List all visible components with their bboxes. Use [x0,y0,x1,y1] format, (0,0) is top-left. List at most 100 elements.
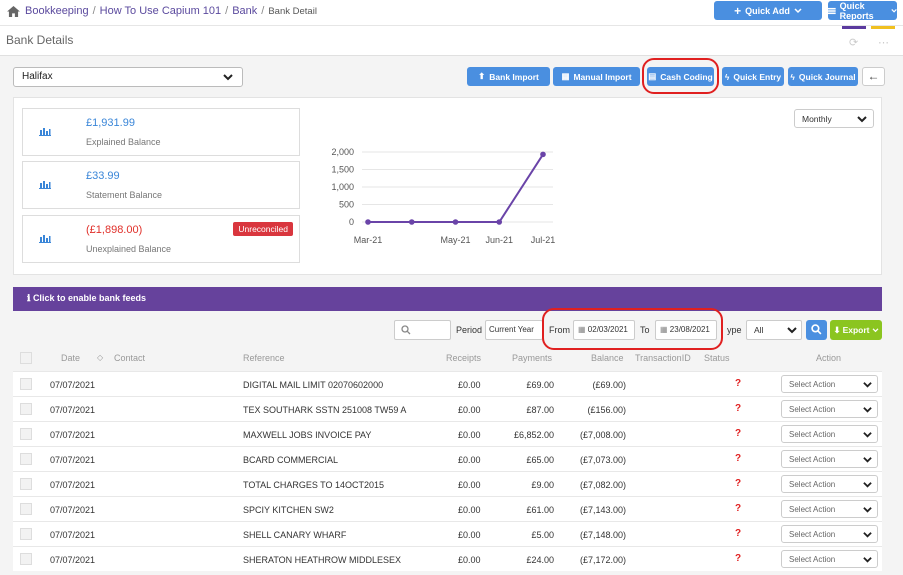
chevron-down-icon [891,8,897,13]
quick-add-button[interactable]: + Quick Add [714,1,822,20]
row-action-select[interactable]: Select Action [781,450,878,468]
statement-balance-label: Statement Balance [86,190,163,200]
search-button[interactable] [806,320,827,340]
table-row[interactable]: 07/07/2021 MAXWELL JOBS INVOICE PAY £0.00 £… [13,421,882,446]
table-row[interactable]: 07/07/2021 SHERATON HEATHROW MIDDLESEX £0.… [13,546,882,571]
search-input[interactable] [394,320,451,340]
period-granularity-select[interactable]: Monthly [794,109,874,128]
x-tick-label: Mar-21 [354,235,383,245]
row-receipts: £0.00 [458,430,481,440]
x-tick-label: Jun-21 [485,235,513,245]
export-label: Export [842,325,870,335]
breadcrumb-how-to-use[interactable]: How To Use Capium 101 [99,5,222,17]
row-date: 07/07/2021 [50,380,96,390]
table-row[interactable]: 07/07/2021 SHELL CANARY WHARF £0.00 £5.00 (£… [13,521,882,546]
breadcrumb-bank[interactable]: Bank [232,5,258,17]
row-checkbox[interactable] [20,528,32,540]
row-action-select[interactable]: Select Action [781,475,878,493]
row-action-select[interactable]: Select Action [781,500,878,518]
more-icon[interactable]: ⋯ [878,37,889,49]
row-action-value: Select Action [789,555,836,564]
row-checkbox[interactable] [20,478,32,490]
table-icon: ▦ [561,71,570,81]
row-receipts: £0.00 [458,405,481,415]
column-action: Action [816,353,842,363]
row-status-unknown-icon: ? [735,553,742,564]
row-checkbox[interactable] [20,378,32,390]
row-checkbox[interactable] [20,403,32,415]
table-row[interactable]: 07/07/2021 SPCIY KITCHEN SW2 £0.00 £61.00 (£… [13,496,882,521]
breadcrumb: Bookkeeping / How To Use Capium 101/ Bank… [7,5,317,17]
unreconciled-badge: Unreconciled [233,222,293,236]
from-date-input[interactable]: ▦ 02/03/2021 [573,320,635,340]
y-tick-label: 2,000 [331,147,354,157]
row-action-select[interactable]: Select Action [781,375,878,393]
breadcrumb-separator: / [225,5,229,17]
chevron-down-icon [863,432,872,438]
bank-import-button[interactable]: ⬆ Bank Import [467,67,550,86]
page-title: Bank Details [6,33,74,47]
chevron-down-icon [857,116,867,123]
quick-journal-button[interactable]: ϟ Quick Journal [788,67,858,86]
y-tick-label: 1,500 [331,165,354,175]
table-row[interactable]: 07/07/2021 BCARD COMMERCIAL £0.00 £65.00 (£7… [13,446,882,471]
column-date[interactable]: Date [61,353,81,363]
breadcrumb-bookkeeping[interactable]: Bookkeeping [25,5,89,17]
manual-import-button[interactable]: ▦ Manual Import [553,67,640,86]
row-action-select[interactable]: Select Action [781,400,878,418]
period-select[interactable]: Current Year [485,320,543,340]
to-date-value: 23/08/2021 [669,325,710,334]
row-checkbox[interactable] [20,553,32,565]
cash-coding-button[interactable]: ▤ Cash Coding [647,67,714,86]
row-receipts: £0.00 [458,455,481,465]
sort-icon[interactable]: ◇ [97,353,104,362]
refresh-icon[interactable]: ⟳ [849,37,859,49]
quick-entry-button[interactable]: ϟ Quick Entry [722,67,784,86]
column-receipts: Receipts [446,353,482,363]
balance-summary-panel: £1,931.99 Explained Balance £33.99 State… [13,97,882,275]
bolt-icon: ϟ [724,71,730,82]
table-row[interactable]: 07/07/2021 TEX SOUTHARK SSTN 251008 TW59 … [13,396,882,421]
chevron-down-icon [872,327,878,332]
row-action-value: Select Action [789,380,836,389]
bank-feeds-bar[interactable]: ℹ Click to enable bank feeds [13,287,882,311]
bank-account-value: Halifax [22,71,53,82]
data-point[interactable] [452,219,459,225]
bar-chart-icon [39,128,51,136]
table-header: Date ◇ Contact Reference Receipts Paymen… [13,347,882,369]
arrow-left-icon: ← [867,69,880,83]
row-balance: (£7,148.00) [579,530,626,540]
row-action-select[interactable]: Select Action [781,550,878,568]
data-point[interactable] [496,219,503,225]
row-checkbox[interactable] [20,453,32,465]
search-icon [401,325,411,335]
search-icon [811,324,822,335]
back-button[interactable]: ← [862,67,885,86]
select-all-checkbox[interactable] [20,352,32,364]
chevron-down-icon [863,507,872,513]
home-icon[interactable] [7,5,20,17]
export-button[interactable]: ⬇ Export [830,320,882,340]
type-select[interactable]: All [746,320,802,340]
row-action-select[interactable]: Select Action [781,525,878,543]
row-payments: £5.00 [531,530,554,540]
table-row[interactable]: 07/07/2021 TOTAL CHARGES TO 14OCT2015 £0.0… [13,471,882,496]
quick-reports-button[interactable]: Quick Reports [828,1,897,21]
row-payments: £61.00 [526,505,554,515]
data-point[interactable] [540,151,546,158]
data-point[interactable] [365,219,371,225]
row-checkbox[interactable] [20,428,32,440]
chevron-down-icon [863,457,872,463]
bank-account-select[interactable]: Halifax [13,67,243,87]
row-action-value: Select Action [789,480,836,489]
data-point[interactable] [408,219,415,225]
row-balance: (£7,073.00) [579,455,626,465]
chevron-down-icon [787,327,797,334]
chevron-down-icon [863,532,872,538]
to-date-input[interactable]: ▦ 23/08/2021 [655,320,717,340]
row-action-select[interactable]: Select Action [781,425,878,443]
row-checkbox[interactable] [20,503,32,515]
top-bar: Bookkeeping / How To Use Capium 101/ Bank… [0,0,903,26]
table-row[interactable]: 07/07/2021 DIGITAL MAIL LIMIT 02070602000… [13,371,882,396]
row-date: 07/07/2021 [50,555,96,565]
